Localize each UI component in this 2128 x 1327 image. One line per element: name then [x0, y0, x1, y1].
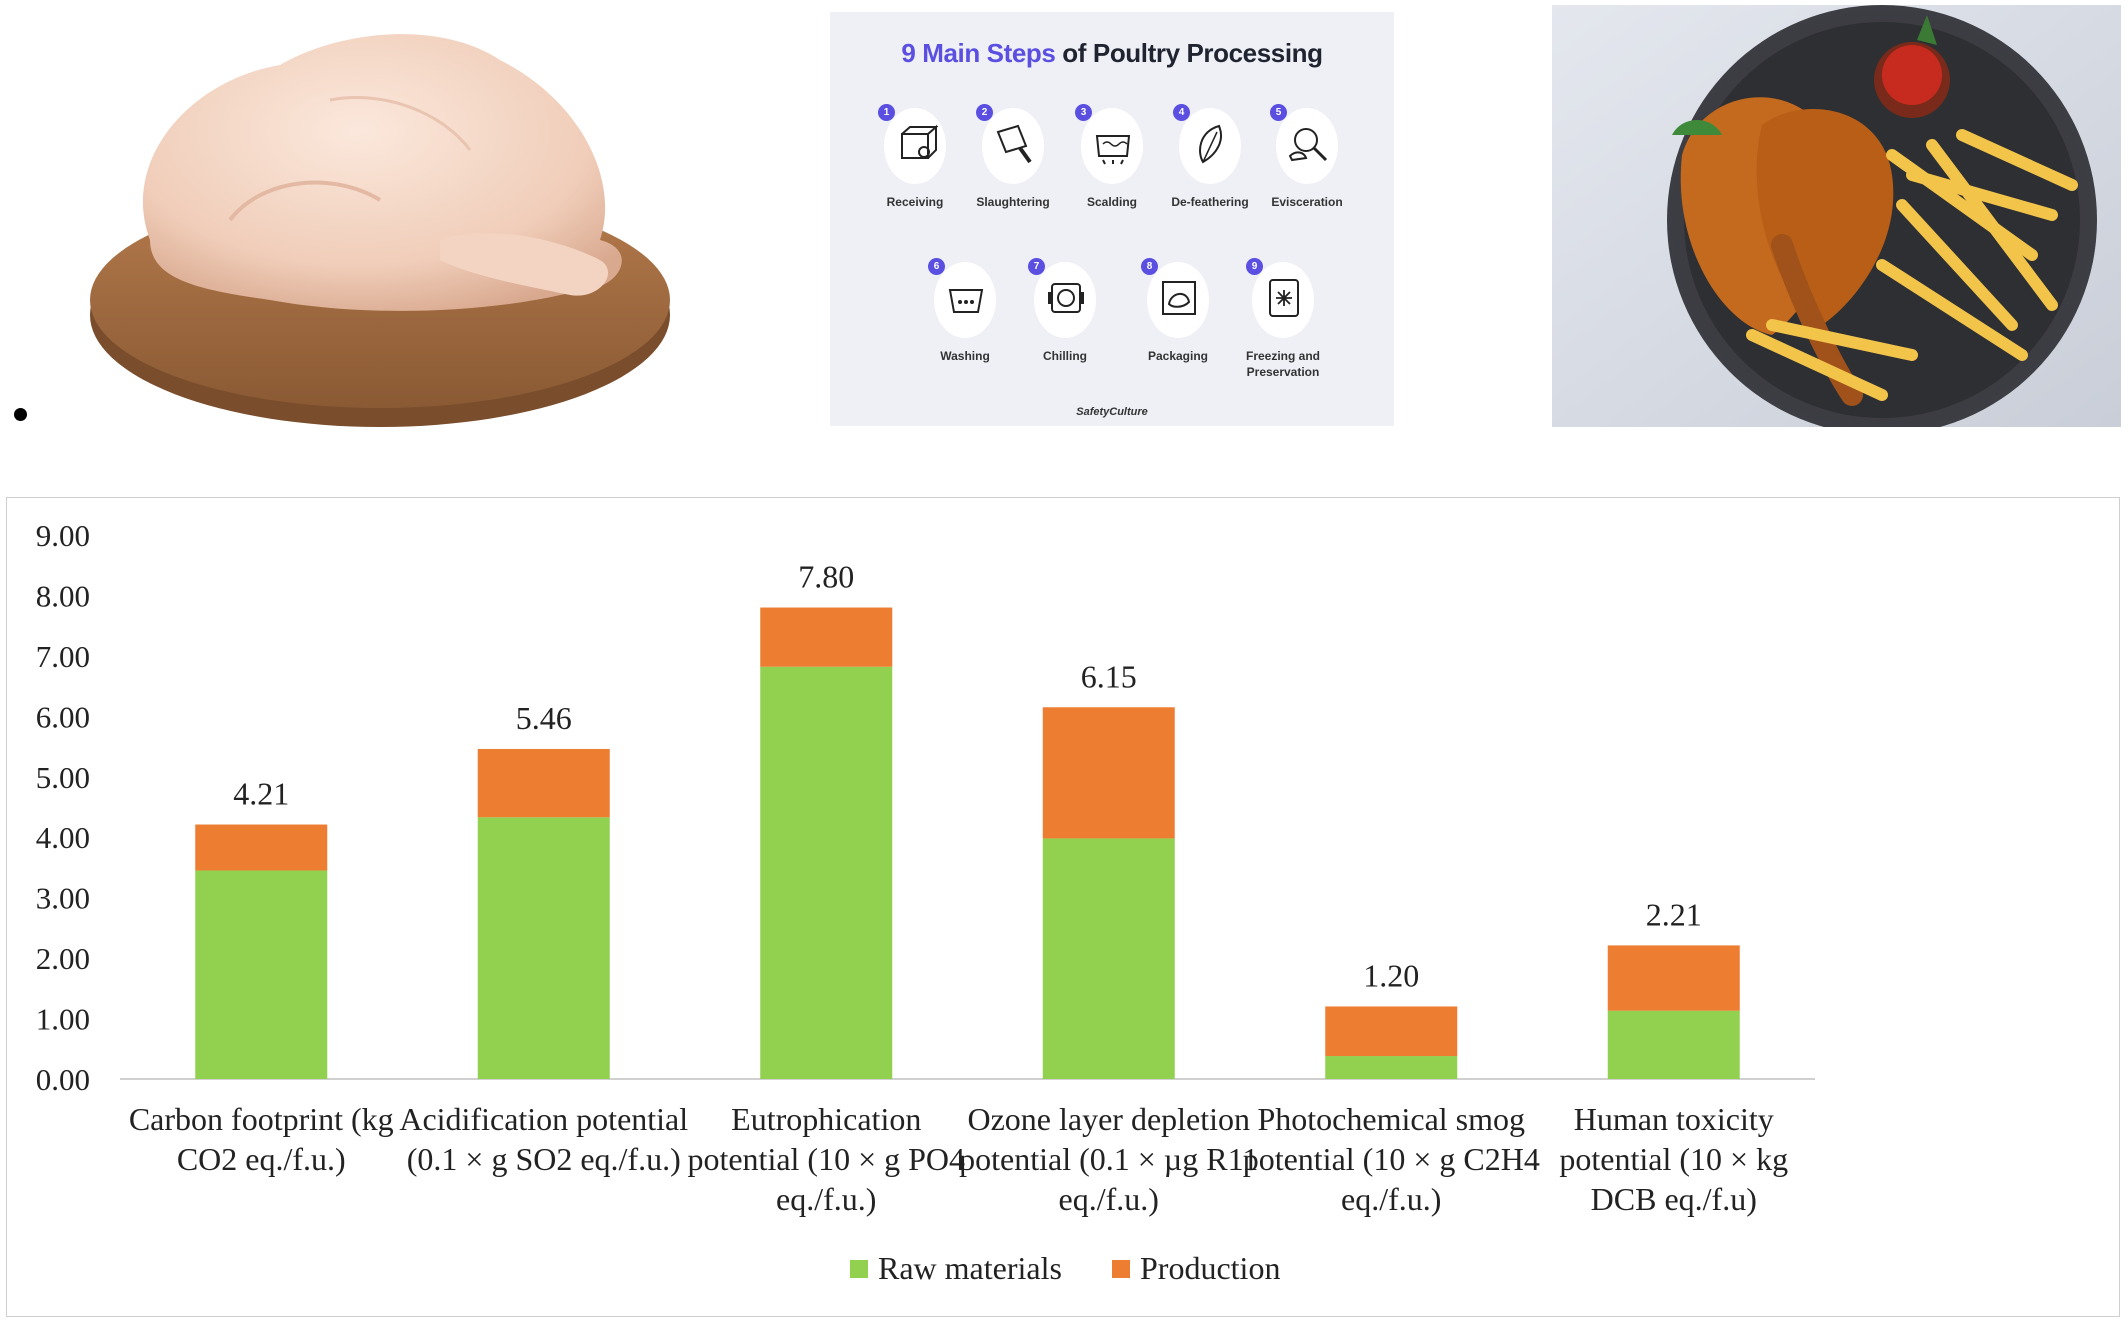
category-label-1: Acidification potential [399, 1101, 688, 1137]
bar-production-3 [1042, 707, 1175, 839]
bar-production-0 [195, 824, 328, 871]
category-label-3: Ozone layer depletion [967, 1101, 1250, 1137]
legend-label-production: Production [1140, 1250, 1281, 1286]
pot-icon [1095, 135, 1131, 165]
category-label-5: potential (10 × kg [1559, 1141, 1788, 1177]
feather-icon [1199, 124, 1222, 164]
total-label-2: 7.80 [798, 559, 854, 595]
y-tick-label: 5.00 [36, 760, 90, 795]
total-label-3: 6.15 [1081, 658, 1137, 694]
y-tick-label: 6.00 [36, 699, 90, 734]
step-packaging: 8 Packaging [1123, 258, 1233, 392]
legend-swatch-raw [850, 1259, 868, 1278]
category-label-2: potential (10 × g PO4 [687, 1141, 965, 1177]
step-receiving: 1 Receiving [860, 104, 970, 238]
legend-raw-materials: Raw materials [850, 1250, 1062, 1287]
step-chilling: 7 Chilling [1010, 258, 1120, 392]
legend-swatch-production [1112, 1259, 1130, 1278]
magnifier-icon [1288, 128, 1328, 162]
y-tick-label: 9.00 [36, 518, 90, 553]
y-tick-label: 0.00 [36, 1062, 90, 1097]
y-tick-label: 1.00 [36, 1002, 90, 1037]
step-washing: 6 Washing [910, 258, 1020, 392]
bar-raw-materials-5 [1607, 1010, 1740, 1079]
step-evisceration: 5 Evisceration [1252, 104, 1362, 238]
category-label-1: (0.1 × g SO2 eq./f.u.) [407, 1141, 681, 1177]
step-de-feathering: 4 De-feathering [1155, 104, 1265, 238]
step-scalding: 3 Scalding [1057, 104, 1167, 238]
total-label-4: 1.20 [1363, 957, 1419, 993]
freezer-icon [1269, 279, 1299, 317]
category-label-0: CO2 eq./f.u.) [177, 1141, 346, 1177]
bar-raw-materials-4 [1325, 1056, 1458, 1079]
chiller-icon [1048, 283, 1084, 313]
category-label-4: eq./f.u.) [1341, 1181, 1441, 1217]
chart-frame [6, 497, 2120, 1317]
bar-raw-materials-0 [195, 870, 328, 1079]
category-label-4: Photochemical smog [1257, 1101, 1525, 1137]
bar-raw-materials-2 [760, 666, 893, 1079]
legend-production: Production [1112, 1250, 1280, 1287]
category-label-2: eq./f.u.) [776, 1181, 876, 1217]
bullet-point [14, 408, 27, 421]
raw-chicken-image [90, 34, 670, 427]
category-label-2: Eutrophication [731, 1101, 921, 1137]
cleaver-icon [996, 124, 1032, 164]
category-label-5: Human toxicity [1574, 1101, 1774, 1137]
legend-label-raw: Raw materials [878, 1250, 1062, 1286]
category-label-3: eq./f.u.) [1059, 1181, 1159, 1217]
fried-chicken-image [1552, 5, 2121, 427]
bar-production-5 [1607, 945, 1740, 1011]
category-label-4: potential (10 × g C2H4 [1243, 1141, 1540, 1177]
category-label-5: DCB eq./f.u) [1591, 1181, 1757, 1217]
package-icon [1162, 281, 1196, 315]
total-label-1: 5.46 [516, 700, 572, 736]
y-tick-label: 2.00 [36, 941, 90, 976]
bar-production-4 [1325, 1006, 1458, 1057]
infographic-title: 9 Main Steps of Poultry Processing [901, 38, 1323, 68]
poultry-processing-infographic: 9 Main Steps of Poultry Processing 1 Rec… [830, 12, 1394, 426]
total-label-5: 2.21 [1646, 896, 1702, 932]
category-label-0: Carbon footprint (kg [129, 1101, 394, 1137]
y-tick-label: 3.00 [36, 881, 90, 916]
y-tick-label: 4.00 [36, 820, 90, 855]
bar-raw-materials-1 [477, 817, 610, 1079]
total-label-0: 4.21 [233, 776, 289, 812]
bar-production-2 [760, 607, 893, 667]
step-freezing: 9 Freezing and Preservation [1228, 258, 1338, 392]
basin-icon [948, 289, 984, 313]
step-slaughtering: 2 Slaughtering [958, 104, 1068, 238]
brand-logo: SafetyCulture [1076, 406, 1148, 418]
bar-raw-materials-3 [1042, 838, 1175, 1079]
y-tick-label: 8.00 [36, 578, 90, 613]
category-label-3: potential (0.1 × µg R11 [959, 1141, 1258, 1177]
y-tick-label: 7.00 [36, 639, 90, 674]
bar-production-1 [477, 748, 610, 818]
box-icon [901, 124, 938, 159]
